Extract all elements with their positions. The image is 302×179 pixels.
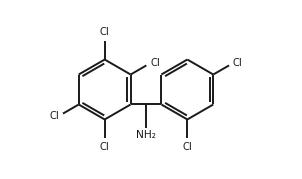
Text: NH₂: NH₂ — [136, 130, 156, 140]
Text: Cl: Cl — [182, 142, 192, 152]
Text: Cl: Cl — [233, 58, 243, 68]
Text: Cl: Cl — [150, 58, 160, 68]
Text: Cl: Cl — [100, 142, 110, 152]
Text: Cl: Cl — [100, 27, 110, 37]
Text: Cl: Cl — [49, 111, 59, 121]
